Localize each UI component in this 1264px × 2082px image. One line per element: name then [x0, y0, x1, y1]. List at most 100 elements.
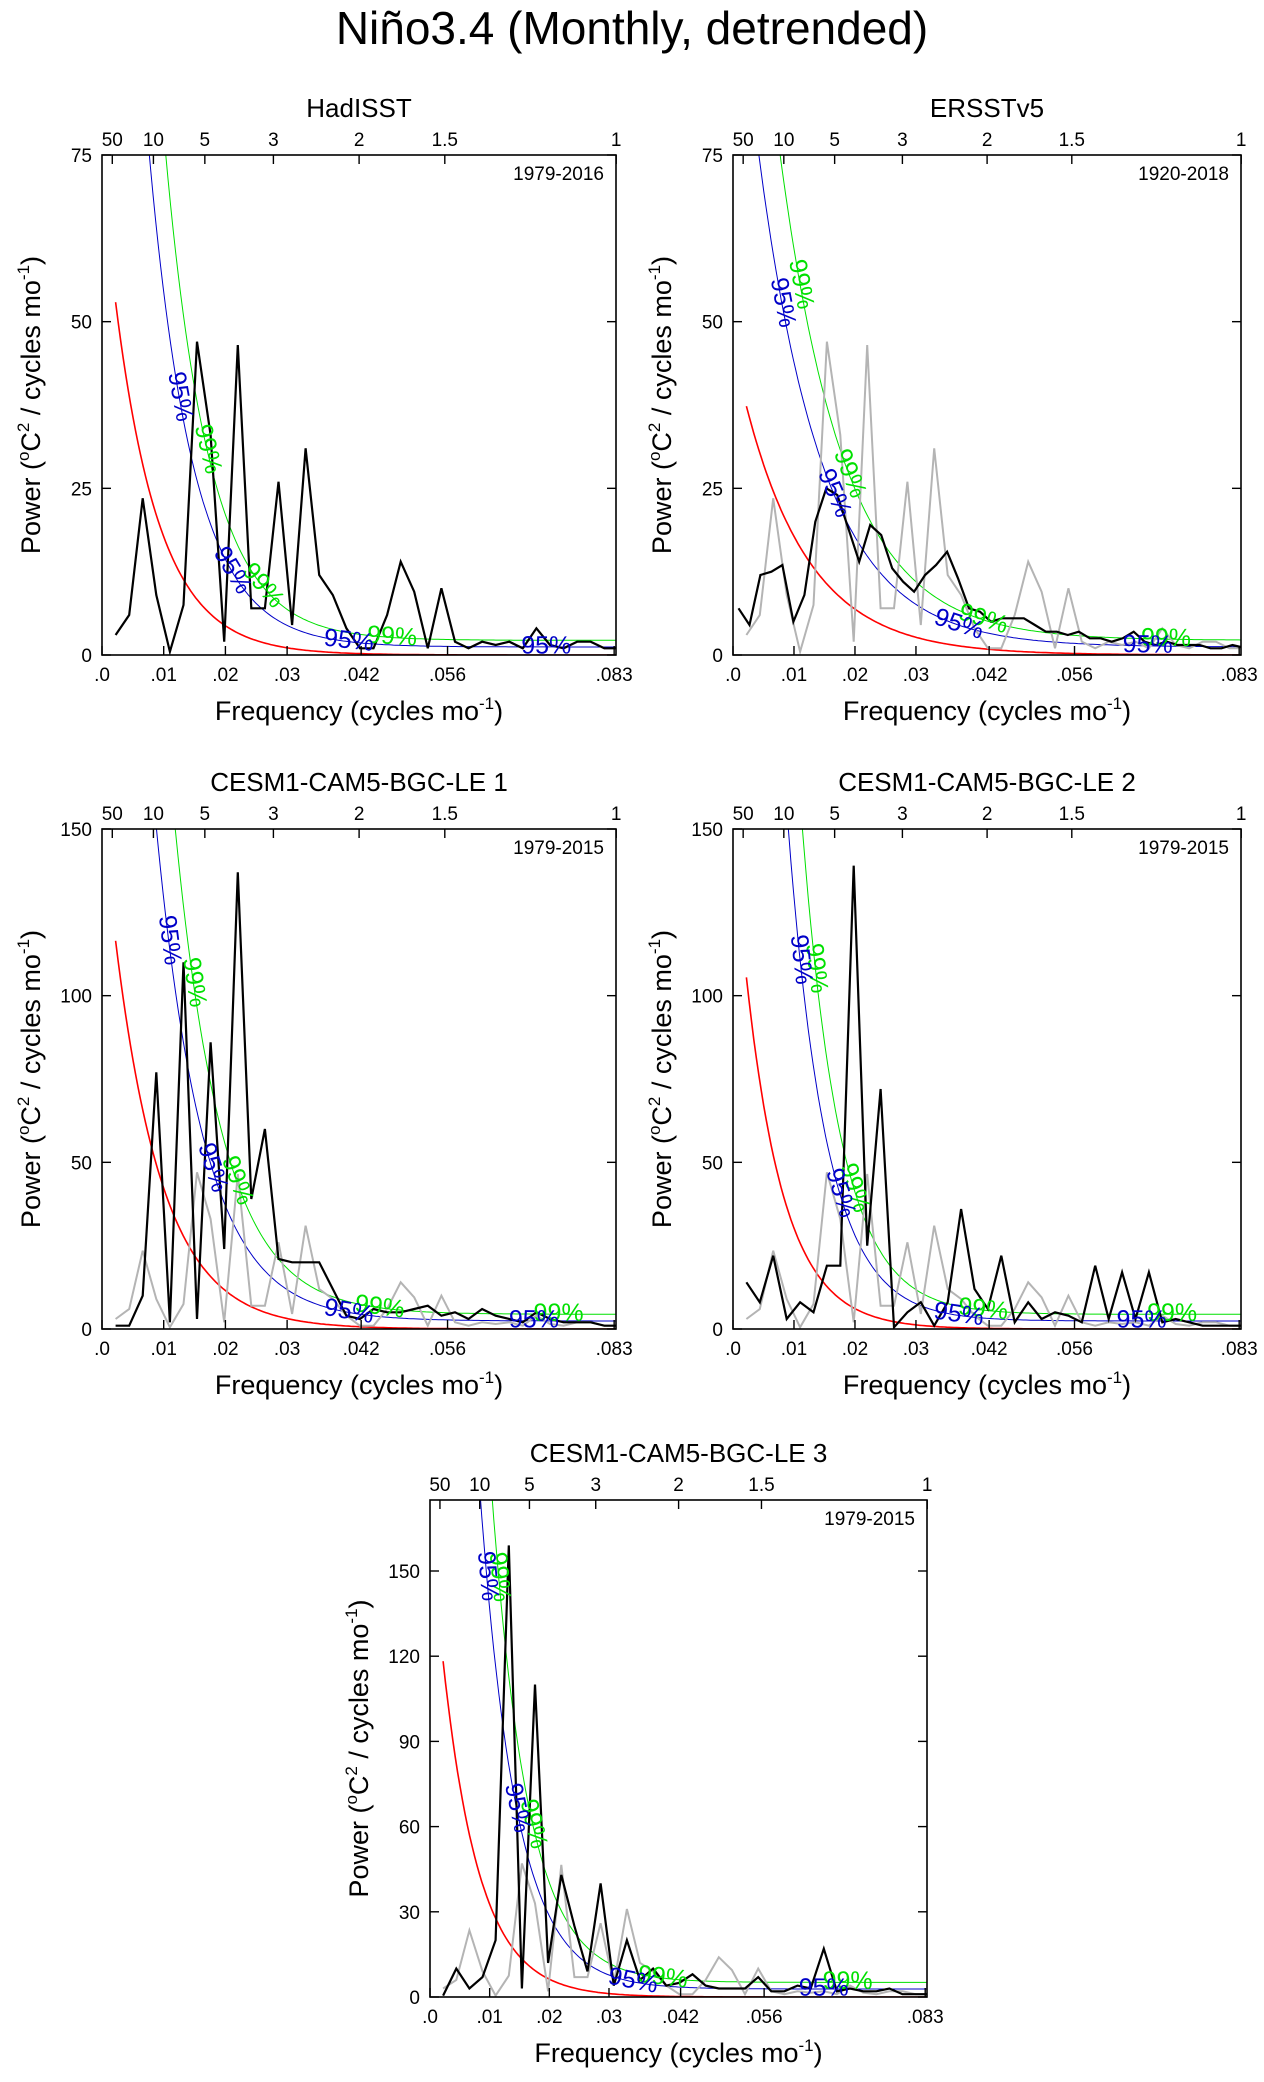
x-tick-label: .056: [1056, 1339, 1093, 1360]
x-tick-label: .056: [746, 2007, 783, 2028]
y-axis-label: Power (oC2 / cycles mo-1): [14, 256, 46, 554]
x-tick-label: .01: [150, 665, 176, 686]
period-tick-label: 10: [143, 804, 164, 825]
y-tick-label: 90: [399, 1732, 420, 1753]
y-tick-label: 60: [399, 1818, 420, 1839]
period-tick-label: 1.5: [1059, 130, 1085, 151]
period-label: 1920-2018: [1138, 164, 1229, 185]
period-tick-label: 3: [268, 804, 279, 825]
y-tick-label: 100: [60, 987, 92, 1008]
ci95-curve: [148, 155, 616, 648]
y-tick-label: 0: [409, 1988, 420, 2009]
ci95-curve: [758, 155, 1241, 648]
x-tick-label: .083: [596, 665, 633, 686]
spectrum-series-line: [114, 341, 616, 655]
period-tick-label: 50: [102, 804, 123, 825]
period-tick-label: 2: [982, 804, 993, 825]
period-tick-label: 50: [733, 804, 754, 825]
ci95-label: 95%: [153, 914, 187, 967]
x-axis-label: Frequency (cycles mo-1): [843, 1368, 1131, 1400]
x-tick-label: .01: [781, 665, 807, 686]
period-tick-label: 1.5: [432, 804, 458, 825]
panel-title: CESM1-CAM5-BGC-LE 3: [530, 1438, 828, 1468]
x-tick-label: .056: [1056, 665, 1093, 686]
period-tick-label: 10: [773, 130, 794, 151]
y-tick-label: 120: [388, 1647, 420, 1668]
ci95-label: 95%: [932, 1297, 985, 1332]
period-label: 1979-2015: [1138, 838, 1229, 859]
panel-title: ERSSTv5: [930, 93, 1044, 123]
ci99-label: 99%: [1141, 623, 1192, 652]
panels-group: 99%99%99%95%95%95% 95%.0.01.02.03.042.056…: [14, 93, 1258, 2068]
ci99-label: 99%: [189, 421, 228, 476]
x-tick-label: .03: [903, 665, 929, 686]
period-label: 1979-2015: [824, 1509, 915, 1530]
period-tick-label: 50: [733, 130, 754, 151]
ci99-label: 99%: [353, 1289, 406, 1323]
red-noise-curve: [114, 302, 616, 655]
x-tick-label: .083: [596, 1339, 633, 1360]
panel-1: 99%99%99%95%95%95% 95%.0.01.02.03.042.056…: [14, 93, 633, 726]
period-tick-label: 2: [354, 804, 365, 825]
y-axis-label: Power (oC2 / cycles mo-1): [14, 930, 46, 1228]
x-axis-label: Frequency (cycles mo-1): [215, 1368, 503, 1400]
y-tick-label: 50: [71, 313, 92, 334]
panel-4: 99%99%99% 99%95%95%95% 95%.0.01.02.03.042.…: [645, 767, 1258, 1400]
x-tick-label: .0: [94, 665, 110, 686]
x-tick-label: .083: [1221, 1339, 1258, 1360]
y-tick-label: 0: [81, 646, 92, 667]
x-tick-label: .042: [343, 1339, 380, 1360]
y-tick-label: 150: [691, 820, 723, 841]
period-tick-label: 10: [773, 804, 794, 825]
period-tick-label: 5: [200, 130, 211, 151]
x-tick-label: .042: [971, 665, 1008, 686]
period-tick-label: 5: [829, 130, 840, 151]
period-label: 1979-2016: [513, 164, 604, 185]
ci99-label: 99%: [800, 942, 833, 995]
ci95-label: 95%: [1122, 630, 1173, 659]
period-label: 1979-2015: [513, 838, 604, 859]
period-tick-label: 2: [673, 1475, 684, 1496]
period-tick-label: 1.5: [1059, 804, 1085, 825]
x-tick-label: .03: [596, 2007, 622, 2028]
x-axis-label: Frequency (cycles mo-1): [215, 694, 503, 726]
ci99-label: 99%: [957, 1292, 1010, 1325]
y-tick-label: 75: [702, 146, 723, 167]
y-tick-label: 150: [388, 1562, 420, 1583]
x-tick-label: .03: [274, 665, 300, 686]
y-tick-label: 50: [702, 1153, 723, 1174]
period-tick-label: 3: [897, 804, 908, 825]
x-tick-label: .02: [212, 1339, 238, 1360]
period-tick-label: 10: [143, 130, 164, 151]
reference-series-line: [745, 341, 1241, 655]
reference-series-line: [115, 1172, 616, 1329]
y-tick-label: 0: [712, 1320, 723, 1341]
y-tick-label: 25: [702, 479, 723, 500]
y-tick-label: 50: [702, 313, 723, 334]
period-tick-label: 2: [354, 130, 365, 151]
x-tick-label: .01: [476, 2007, 502, 2028]
y-tick-label: 25: [71, 479, 92, 500]
x-tick-label: .056: [429, 665, 466, 686]
ci99-curve: [491, 1500, 927, 1983]
ci95-curve: [787, 829, 1241, 1322]
ci95-label: 95%: [785, 933, 818, 986]
period-tick-label: 50: [429, 1475, 450, 1496]
x-tick-label: .056: [429, 1339, 466, 1360]
ci99-label: 99%: [534, 1299, 584, 1327]
period-tick-label: 5: [524, 1475, 535, 1496]
period-tick-label: 1: [1236, 130, 1247, 151]
y-axis-label: Power (oC2 / cycles mo-1): [645, 930, 677, 1228]
period-tick-label: 2: [982, 130, 993, 151]
x-tick-label: .042: [343, 665, 380, 686]
panel-title: CESM1-CAM5-BGC-LE 1: [210, 767, 508, 797]
x-tick-label: .0: [422, 2007, 438, 2028]
ci99-label: 99%: [823, 1967, 873, 1995]
ci99-label: 99%: [636, 1960, 689, 1994]
x-tick-label: .083: [1221, 665, 1258, 686]
period-tick-label: 5: [200, 804, 211, 825]
ci95-label: 95%: [322, 623, 375, 657]
spectrum-series-line: [115, 872, 616, 1327]
period-tick-label: 3: [590, 1475, 601, 1496]
